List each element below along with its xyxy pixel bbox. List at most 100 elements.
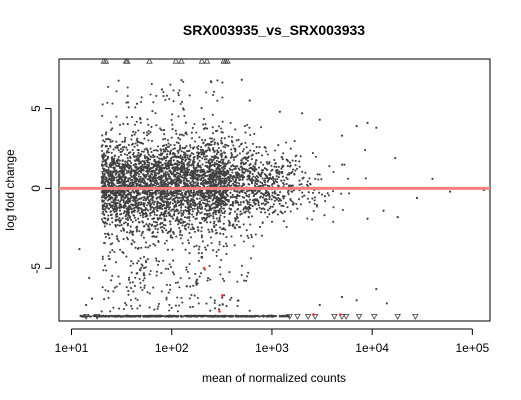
- data-point: [192, 156, 195, 159]
- data-point: [230, 184, 233, 187]
- data-point: [281, 181, 285, 185]
- data-point: [247, 236, 250, 239]
- y-tick-label: 5: [29, 105, 43, 112]
- data-point: [166, 248, 169, 251]
- data-point: [152, 156, 155, 159]
- data-point: [104, 196, 108, 199]
- data-point: [153, 171, 156, 174]
- data-point: [176, 171, 179, 174]
- data-point: [295, 202, 298, 206]
- data-point: [217, 315, 220, 318]
- data-point: [269, 314, 272, 317]
- data-point: [132, 130, 135, 133]
- data-point: [140, 234, 143, 237]
- data-point: [179, 146, 182, 149]
- data-point: [180, 166, 183, 169]
- data-point: [245, 199, 248, 202]
- data-point: [126, 238, 130, 241]
- data-point: [234, 167, 237, 170]
- data-point: [162, 167, 165, 170]
- data-point: [223, 210, 227, 213]
- data-point: [186, 197, 189, 200]
- data-point: [191, 207, 194, 210]
- data-point: [100, 310, 103, 313]
- data-point: [192, 158, 195, 161]
- data-point: [348, 192, 351, 195]
- data-point: [194, 204, 197, 207]
- data-point: [145, 223, 148, 226]
- data-point: [187, 179, 190, 182]
- data-point: [150, 224, 153, 227]
- data-point: [165, 94, 168, 97]
- data-point: [120, 212, 123, 216]
- data-point: [117, 158, 120, 161]
- data-point: [104, 144, 107, 147]
- data-point: [201, 163, 204, 166]
- data-point: [139, 214, 142, 217]
- data-point: [177, 91, 180, 95]
- data-point: [129, 197, 132, 200]
- data-point: [117, 178, 121, 181]
- data-point: [246, 190, 249, 193]
- data-point: [201, 217, 204, 221]
- data-point: [226, 169, 229, 172]
- data-point: [152, 154, 155, 157]
- data-point: [234, 128, 237, 131]
- data-point: [110, 217, 114, 220]
- data-point: [149, 214, 152, 217]
- data-point: [234, 218, 237, 222]
- data-point: [270, 164, 273, 167]
- data-point: [244, 156, 247, 159]
- data-point: [192, 181, 195, 184]
- data-point: [184, 205, 187, 209]
- data-point: [151, 184, 154, 187]
- data-point: [328, 165, 331, 168]
- data-point: [232, 156, 235, 159]
- data-point: [245, 146, 248, 149]
- data-point: [233, 168, 236, 171]
- data-point: [141, 221, 145, 224]
- data-point: [160, 176, 163, 179]
- data-point: [126, 86, 129, 89]
- data-point: [183, 147, 186, 150]
- data-point: [449, 190, 452, 193]
- data-point: [256, 180, 259, 183]
- clipped-point-down: [286, 314, 293, 320]
- data-point: [218, 266, 221, 269]
- data-point: [204, 127, 207, 130]
- data-point: [125, 169, 128, 172]
- data-point: [180, 206, 183, 209]
- data-point: [274, 315, 278, 318]
- data-point: [197, 147, 200, 151]
- data-point: [169, 190, 172, 193]
- data-point: [153, 174, 156, 177]
- data-point: [294, 164, 297, 167]
- data-point: [183, 314, 186, 317]
- data-point: [191, 198, 194, 201]
- data-point: [210, 140, 213, 144]
- data-point: [209, 180, 212, 183]
- data-point: [198, 175, 201, 178]
- data-point: [233, 244, 236, 247]
- data-point: [188, 315, 191, 318]
- data-point: [196, 164, 199, 167]
- data-point: [237, 167, 240, 170]
- data-point: [162, 172, 165, 175]
- data-point: [138, 197, 141, 201]
- data-point: [149, 131, 152, 134]
- data-point: [167, 167, 170, 170]
- data-point: [257, 151, 260, 154]
- data-point: [146, 151, 149, 154]
- data-point: [189, 154, 192, 157]
- data-point: [143, 286, 146, 289]
- data-point: [102, 221, 105, 224]
- data-point: [193, 294, 196, 297]
- data-point: [246, 234, 249, 237]
- data-point: [229, 121, 232, 125]
- data-point: [218, 211, 221, 214]
- data-point: [152, 101, 155, 104]
- data-point: [141, 216, 145, 219]
- data-point: [128, 167, 131, 170]
- data-point: [201, 149, 204, 152]
- data-point: [230, 135, 234, 139]
